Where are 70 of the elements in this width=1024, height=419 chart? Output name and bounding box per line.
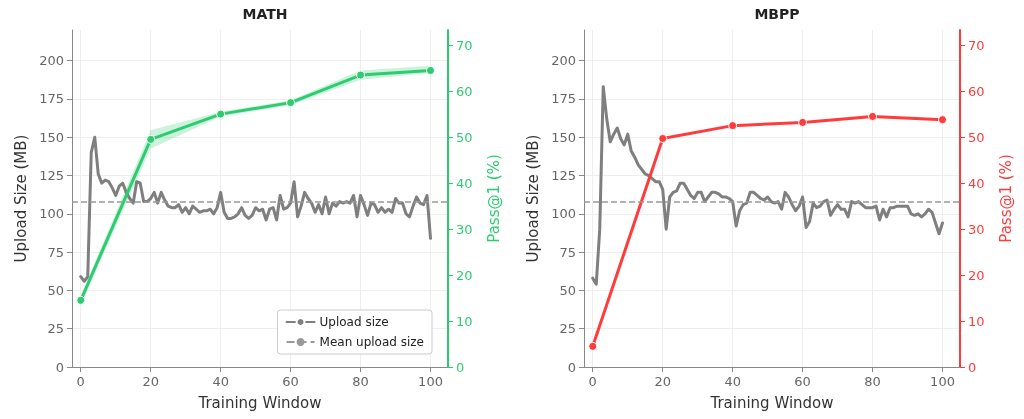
y2-tick-label: 10 bbox=[456, 313, 473, 329]
y-tick-label: 25 bbox=[559, 321, 576, 337]
y2-tick-label: 30 bbox=[968, 221, 985, 237]
chart-title: MBPP bbox=[754, 6, 800, 22]
x-tick-label: 60 bbox=[794, 374, 811, 389]
y-tick-label: 175 bbox=[39, 91, 64, 107]
x-tick-label: 100 bbox=[930, 374, 955, 389]
x-axis-title: Training Window bbox=[709, 393, 834, 412]
x-tick-label: 80 bbox=[352, 374, 369, 389]
point bbox=[588, 341, 598, 351]
y2-tick-label: 60 bbox=[968, 83, 985, 99]
y-tick-label: 100 bbox=[551, 206, 576, 222]
y2-axis-title: Pass@1 (%) bbox=[996, 154, 1015, 243]
y-tick-label: 150 bbox=[551, 129, 576, 145]
point bbox=[868, 111, 878, 121]
y-tick-label: 175 bbox=[551, 91, 576, 107]
x-tick-label: 60 bbox=[282, 374, 299, 389]
point bbox=[76, 295, 86, 305]
point bbox=[216, 109, 226, 119]
x-tick-label: 0 bbox=[588, 374, 597, 389]
y2-tick-label: 40 bbox=[968, 175, 985, 191]
y-axis-title: Upload Size (MB) bbox=[523, 134, 542, 263]
y2-tick-label: 30 bbox=[456, 221, 473, 237]
point bbox=[146, 134, 156, 144]
y2-tick-label: 60 bbox=[456, 83, 473, 99]
y-tick-label: 200 bbox=[39, 53, 64, 69]
point bbox=[426, 65, 436, 75]
point bbox=[938, 115, 948, 125]
point bbox=[286, 98, 296, 108]
line-series bbox=[79, 135, 433, 283]
chart-title: MATH bbox=[242, 6, 288, 22]
point bbox=[798, 117, 808, 127]
y-tick-label: 50 bbox=[559, 282, 576, 298]
y-tick-label: 0 bbox=[567, 359, 576, 375]
y-tick-label: 150 bbox=[39, 129, 64, 145]
point bbox=[728, 121, 738, 131]
x-tick-label: 0 bbox=[76, 374, 85, 389]
x-tick-label: 100 bbox=[418, 374, 443, 389]
y-tick-label: 25 bbox=[47, 321, 64, 337]
legend-label: Upload size bbox=[319, 315, 389, 329]
y-tick-label: 75 bbox=[559, 244, 576, 260]
x-tick-label: 20 bbox=[142, 374, 159, 389]
y-tick-label: 0 bbox=[55, 359, 64, 375]
y2-tick-label: 50 bbox=[456, 129, 473, 145]
y-tick-label: 100 bbox=[39, 206, 64, 222]
y2-tick-label: 0 bbox=[456, 359, 465, 375]
y-tick-label: 125 bbox=[39, 168, 64, 184]
y-axis-title: Upload Size (MB) bbox=[11, 134, 30, 263]
line-series bbox=[591, 85, 945, 286]
y2-tick-label: 50 bbox=[968, 129, 985, 145]
y-tick-label: 75 bbox=[47, 244, 64, 260]
x-tick-label: 40 bbox=[212, 374, 229, 389]
y2-axis-title: Pass@1 (%) bbox=[484, 154, 503, 243]
y2-tick-label: 20 bbox=[456, 267, 473, 283]
x-tick-label: 40 bbox=[724, 374, 741, 389]
y-tick-label: 125 bbox=[551, 168, 576, 184]
x-tick-label: 20 bbox=[654, 374, 671, 389]
x-axis-title: Training Window bbox=[197, 393, 322, 412]
point bbox=[356, 70, 366, 80]
point bbox=[658, 134, 668, 143]
y2-tick-label: 40 bbox=[456, 175, 473, 191]
legend-label: Mean upload size bbox=[319, 335, 425, 349]
y2-tick-label: 0 bbox=[968, 359, 977, 375]
y-tick-label: 50 bbox=[47, 282, 64, 298]
y2-tick-label: 70 bbox=[456, 37, 473, 53]
y-tick-label: 200 bbox=[551, 53, 576, 69]
x-tick-label: 80 bbox=[864, 374, 881, 389]
y2-tick-label: 70 bbox=[968, 37, 985, 53]
y2-tick-label: 10 bbox=[968, 313, 985, 329]
y2-tick-label: 20 bbox=[968, 267, 985, 283]
